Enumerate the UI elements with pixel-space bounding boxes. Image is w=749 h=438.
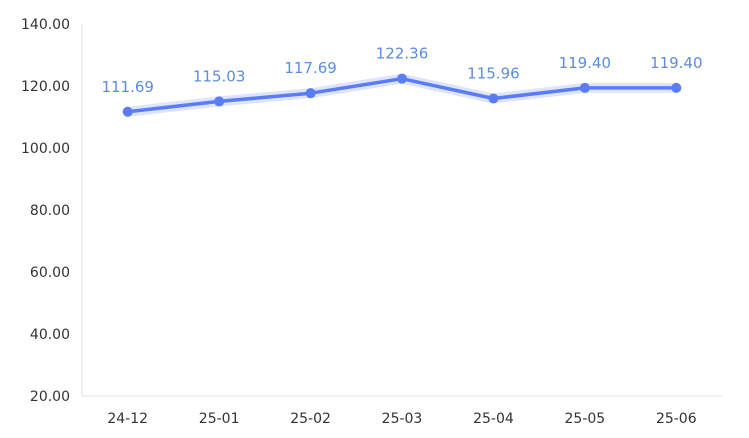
y-tick-label: 60.00 xyxy=(30,265,70,281)
y-tick-label: 80.00 xyxy=(30,203,70,219)
y-tick-label: 20.00 xyxy=(30,389,70,405)
x-tick-label: 25-01 xyxy=(199,411,240,427)
x-tick-label: 24-12 xyxy=(107,411,148,427)
data-point xyxy=(397,73,407,84)
data-label: 115.96 xyxy=(467,65,520,83)
x-tick-label: 25-05 xyxy=(565,411,606,427)
data-label: 117.69 xyxy=(284,59,337,77)
data-point xyxy=(122,106,133,117)
data-label: 111.69 xyxy=(101,78,154,96)
data-point xyxy=(214,96,225,107)
y-tick-label: 100.00 xyxy=(21,141,70,157)
y-tick-label: 40.00 xyxy=(30,327,70,343)
data-point xyxy=(579,82,590,93)
data-label: 122.36 xyxy=(376,45,429,63)
data-point xyxy=(305,88,316,99)
x-tick-label: 25-02 xyxy=(290,411,331,427)
y-tick-label: 140.00 xyxy=(21,17,70,33)
data-point xyxy=(488,93,499,104)
data-label: 115.03 xyxy=(193,67,246,85)
y-tick-label: 120.00 xyxy=(21,79,70,95)
x-tick-label: 25-06 xyxy=(656,411,697,427)
x-tick-label: 25-03 xyxy=(382,411,423,427)
data-label: 119.40 xyxy=(650,54,703,72)
data-point xyxy=(671,82,682,93)
x-tick-label: 25-04 xyxy=(473,411,514,427)
data-label: 119.40 xyxy=(559,54,612,72)
